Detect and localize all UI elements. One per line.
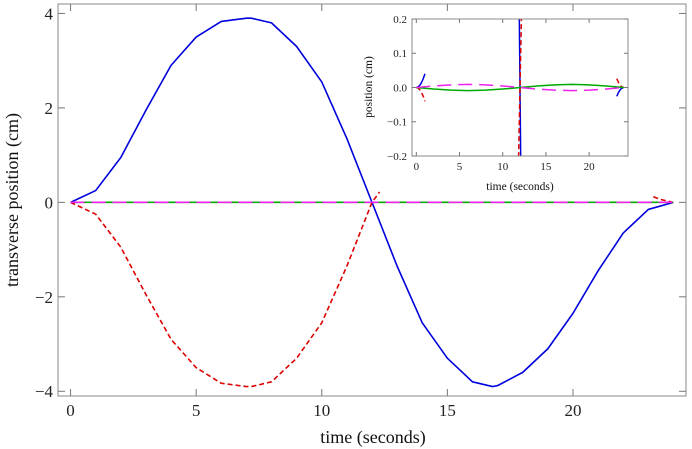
inset-series-line xyxy=(517,19,523,156)
inset-y-tick-label: 0.1 xyxy=(393,48,407,60)
main-series-clip xyxy=(70,17,674,388)
inset-series-group xyxy=(416,19,624,156)
main-x-tick-label: 20 xyxy=(564,401,581,420)
main-series-line xyxy=(653,195,674,204)
inset-x-tick-label: 5 xyxy=(457,161,463,173)
main-plot: 0 5 10 15 20 −4 −2 0 2 4 time (seconds) transvers… xyxy=(2,3,687,448)
inset-series-clip xyxy=(416,19,624,156)
inset-series-line xyxy=(416,83,624,92)
inset-y-tick-label: −0.1 xyxy=(387,117,407,129)
main-y-tick-label: 2 xyxy=(45,99,54,118)
main-frame xyxy=(57,3,687,397)
main-x-axis-label: time (seconds) xyxy=(320,427,425,448)
inset-y-axis-label: position (cm) xyxy=(363,56,375,118)
main-y-tick-label: 0 xyxy=(45,193,54,212)
main-x-tick-label: 10 xyxy=(313,401,330,420)
main-axes: 0 5 10 15 20 −4 −2 0 2 4 xyxy=(35,3,687,420)
inset-y-tick-label: 0.2 xyxy=(393,14,407,26)
inset-x-tick-label: 0 xyxy=(414,161,420,173)
inset-y-tick-label: 0.0 xyxy=(393,82,407,94)
inset-x-tick-label: 10 xyxy=(497,161,509,173)
main-series-group xyxy=(70,17,674,388)
inset-x-axis-label: time (seconds) xyxy=(486,181,554,193)
inset-x-tick-label: 15 xyxy=(540,161,552,173)
main-y-tick-label: −4 xyxy=(35,382,54,401)
main-y-axis-label: transverse position (cm) xyxy=(2,113,23,287)
main-x-tick-label: 0 xyxy=(66,401,75,420)
inset-x-tick-label: 20 xyxy=(584,161,596,173)
main-y-tick-label: 4 xyxy=(45,4,54,23)
inset-y-tick-label: −0.2 xyxy=(387,151,407,163)
inset-series-line xyxy=(416,83,624,92)
main-y-tick-label: −2 xyxy=(35,288,53,307)
main-x-tick-label: 5 xyxy=(192,401,201,420)
main-series-line xyxy=(70,191,381,388)
main-x-tick-label: 15 xyxy=(439,401,456,420)
inset-axes: 0 5 10 15 20 −0.2 −0.1 0.0 0.1 0.2 xyxy=(387,14,629,173)
inset-plot: 0 5 10 15 20 −0.2 −0.1 0.0 0.1 0.2 time (seconds)… xyxy=(363,14,629,193)
